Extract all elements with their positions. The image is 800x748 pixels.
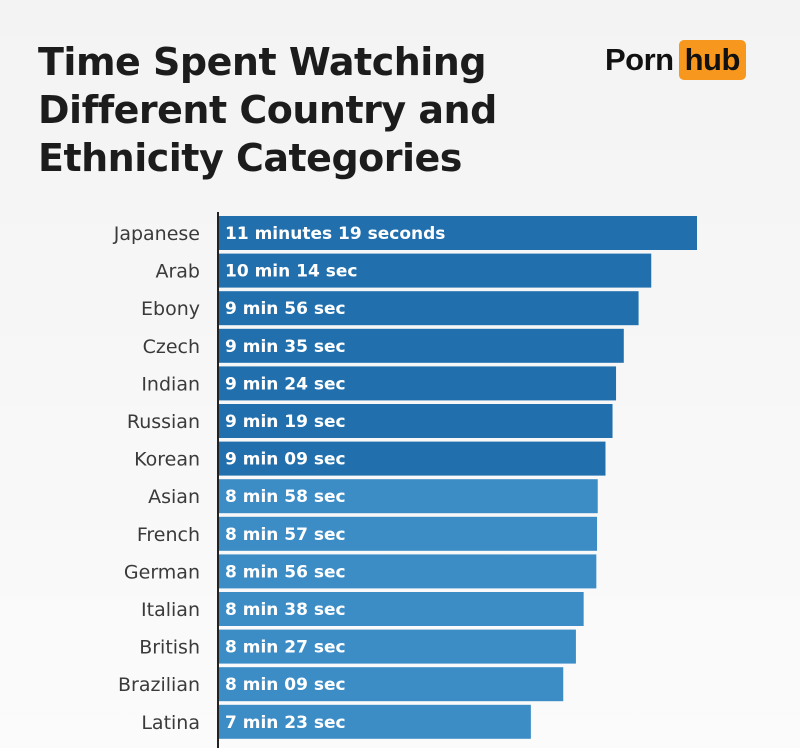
category-label-ebony: Ebony (141, 298, 200, 320)
bar-japanese (219, 216, 697, 250)
chart-title-line-1: Time Spent Watching (38, 40, 487, 84)
chart-title: Time Spent Watching Different Country an… (38, 38, 558, 182)
category-label-russian: Russian (127, 411, 200, 433)
category-label-german: German (124, 561, 200, 583)
category-label-asian: Asian (148, 486, 200, 508)
bar-korean (219, 441, 606, 476)
value-label-asian: 8 min 58 sec (225, 487, 346, 507)
category-label-arab: Arab (155, 261, 200, 283)
category-label-french: French (137, 524, 200, 546)
bar-indian (219, 366, 617, 401)
bar-ebony (219, 291, 639, 326)
category-label-latina: Latina (141, 712, 200, 734)
bar-russian (219, 404, 613, 438)
value-label-latina: 7 min 23 sec (225, 713, 346, 733)
category-label-british: British (139, 637, 200, 659)
bar-brazilian (219, 667, 564, 702)
logo-text-hub: hub (678, 40, 746, 80)
value-label-indian: 9 min 24 sec (225, 374, 346, 394)
value-label-german: 8 min 56 sec (225, 562, 346, 582)
bar-arab (219, 253, 652, 288)
bar-german (219, 554, 597, 589)
bar-british (219, 629, 576, 664)
category-label-korean: Korean (134, 449, 200, 471)
value-label-russian: 9 min 19 sec (225, 412, 346, 432)
category-label-czech: Czech (143, 336, 200, 358)
pornhub-logo: Porn hub (605, 40, 746, 80)
chart-title-line-2: Different Country and (38, 88, 497, 132)
value-label-french: 8 min 57 sec (225, 525, 346, 545)
bar-czech (219, 328, 624, 363)
bar-italian (219, 592, 584, 626)
bar-asian (219, 479, 598, 514)
value-label-korean: 9 min 09 sec (225, 450, 346, 470)
value-label-british: 8 min 27 sec (225, 638, 346, 658)
chart-title-line-3: Ethnicity Categories (38, 136, 462, 180)
category-label-indian: Indian (141, 373, 200, 395)
value-label-ebony: 9 min 56 sec (225, 299, 346, 319)
category-label-japanese: Japanese (113, 223, 200, 245)
value-label-arab: 10 min 14 sec (225, 262, 357, 282)
value-label-italian: 8 min 38 sec (225, 600, 346, 620)
value-label-brazilian: 8 min 09 sec (225, 675, 346, 695)
category-label-italian: Italian (141, 599, 200, 621)
bar-french (219, 516, 598, 551)
category-label-brazilian: Brazilian (118, 674, 200, 696)
bar-latina (219, 704, 531, 739)
logo-text-porn: Porn (605, 42, 674, 77)
value-label-japanese: 11 minutes 19 seconds (225, 224, 445, 244)
value-label-czech: 9 min 35 sec (225, 337, 346, 357)
